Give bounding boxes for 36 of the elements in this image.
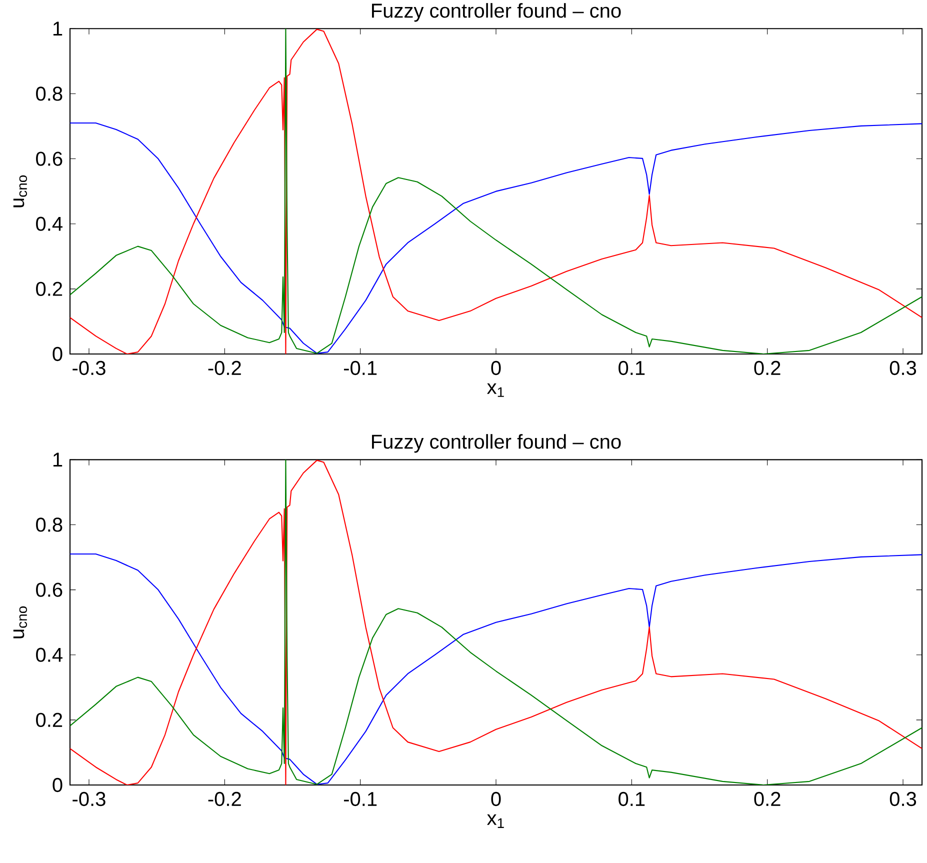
x-tick-label: 0.1 <box>618 360 645 376</box>
x-axis-title: x$_{1}$ <box>487 814 504 828</box>
x-tick-label: -0.3 <box>72 360 106 376</box>
x-tick-label: 0.1 <box>618 792 645 806</box>
x-tick-label: -0.2 <box>208 360 241 376</box>
chart-title: Fuzzy controller found – cno <box>372 434 621 453</box>
x-tick-label: -0.2 <box>208 792 241 806</box>
x-tick-label: -0.1 <box>344 360 377 376</box>
y-tick-label: 0.4 <box>36 216 62 231</box>
y-tick-label: 0.8 <box>36 86 62 101</box>
x-axis-title: x$_{1}$ <box>487 383 504 397</box>
line-series <box>70 553 922 785</box>
y-tick-label: 0 <box>52 346 62 362</box>
y-tick-label: 0.2 <box>36 282 62 296</box>
y-tick-label: 0.4 <box>36 648 62 662</box>
y-tick-label: 0.8 <box>36 518 62 532</box>
x-tick-label: 0.3 <box>890 360 916 376</box>
x-tick-label: 0.3 <box>890 792 916 806</box>
x-tick-label: 0.2 <box>754 360 780 376</box>
x-tick-label: -0.3 <box>72 792 106 806</box>
line-series <box>70 122 922 354</box>
x-tick-label: 0 <box>491 360 501 376</box>
y-axis-title: u$_{cno}$ <box>13 175 28 208</box>
y-tick-label: 0.2 <box>36 712 62 728</box>
chart-title: Fuzzy controller found – cno <box>372 3 621 22</box>
y-tick-label: 1 <box>53 452 62 467</box>
y-tick-label: 0 <box>52 778 62 792</box>
y-axis-title: u$_{cno}$ <box>13 606 28 638</box>
x-tick-label: -0.1 <box>344 792 377 806</box>
x-tick-label: 0.2 <box>754 792 780 806</box>
x-tick-label: 0 <box>491 792 501 806</box>
line-series <box>70 28 922 354</box>
y-tick-label: 0.6 <box>36 582 62 597</box>
line-series <box>70 460 922 785</box>
y-tick-label: 1 <box>53 22 62 36</box>
y-tick-label: 0.6 <box>36 152 62 166</box>
